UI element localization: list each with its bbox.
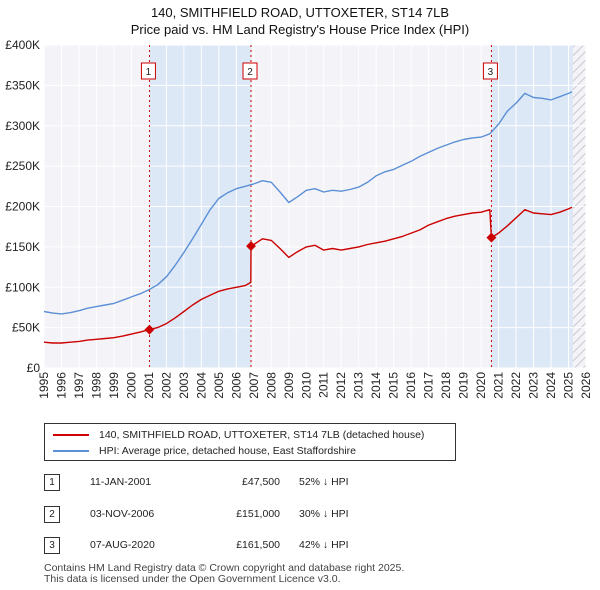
x-tick-label: 1996	[54, 372, 68, 399]
x-tick-label: 1997	[72, 372, 86, 399]
x-tick-label: 2005	[212, 372, 226, 399]
sale-label-number: 3	[488, 67, 494, 78]
sale-label-box	[482, 62, 498, 80]
x-tick-label: 2025	[562, 372, 576, 399]
x-tick-label: 2003	[177, 372, 191, 399]
x-tick-label: 2009	[282, 372, 296, 399]
x-tick-label: 2021	[492, 372, 506, 399]
legend-item-hpi: HPI: Average price, detached house, East…	[53, 443, 356, 459]
y-tick-label: £200K	[5, 200, 40, 214]
sale-point	[246, 241, 256, 252]
x-tick-label: 2023	[527, 372, 541, 399]
x-tick-label: 2018	[439, 372, 453, 399]
y-tick-label: £150K	[5, 240, 40, 254]
transaction-badge: 2	[44, 506, 60, 523]
x-tick-label: 2006	[229, 372, 243, 399]
transaction-price: £47,500	[242, 476, 280, 488]
legend-label-hpi: HPI: Average price, detached house, East…	[99, 445, 357, 457]
chart-subtitle: Price paid vs. HM Land Registry's House …	[130, 22, 470, 37]
sale-label-number: 2	[247, 67, 253, 78]
transaction-hpi-diff: 30% ↓ HPI	[299, 508, 349, 520]
x-tick-label: 2000	[124, 372, 138, 399]
chart-title: 140, SMITHFIELD ROAD, UTTOXETER, ST14 7L…	[150, 5, 450, 20]
x-tick-label: 2002	[159, 372, 173, 399]
x-tick-label: 2001	[142, 372, 156, 399]
x-tick-label: 2007	[247, 372, 261, 399]
transaction-badge: 1	[44, 474, 60, 491]
sale-label-number: 1	[146, 67, 152, 78]
transaction-date: 07-AUG-2020	[90, 539, 155, 551]
sale-point	[144, 324, 155, 335]
transaction-row: 3 07-AUG-2020 £161,500 42% ↓ HPI	[44, 537, 464, 555]
x-tick-label: 2010	[299, 372, 313, 399]
hpi-series-line	[43, 91, 573, 315]
transaction-price: £151,000	[236, 508, 280, 520]
x-tick-label: 2026	[579, 372, 593, 399]
transaction-row: 1 11-JAN-2001 £47,500 52% ↓ HPI	[44, 474, 464, 492]
x-tick-label: 2008	[264, 372, 278, 399]
transaction-price: £161,500	[236, 539, 280, 551]
sale-label-box	[140, 62, 156, 80]
legend-swatch-price	[53, 434, 89, 436]
legend-item-price: 140, SMITHFIELD ROAD, UTTOXETER, ST14 7L…	[53, 427, 424, 443]
y-tick-label: £50K	[12, 321, 40, 335]
x-tick-label: 2014	[369, 372, 383, 399]
y-tick-label: £400K	[5, 38, 40, 52]
x-tick-label: 2015	[387, 372, 401, 399]
footer-copyright: Contains HM Land Registry data © Crown c…	[44, 562, 405, 574]
legend-swatch-hpi	[53, 450, 89, 452]
transaction-row: 2 03-NOV-2006 £151,000 30% ↓ HPI	[44, 506, 464, 524]
x-tick-label: 2024	[544, 372, 558, 399]
y-tick-label: £250K	[5, 159, 40, 173]
footer-license: This data is licensed under the Open Gov…	[44, 573, 341, 585]
transaction-badge: 3	[44, 537, 60, 554]
x-tick-label: 2011	[317, 372, 331, 398]
legend: 140, SMITHFIELD ROAD, UTTOXETER, ST14 7L…	[44, 423, 456, 461]
transaction-date: 11-JAN-2001	[90, 476, 152, 488]
y-tick-label: £300K	[5, 119, 40, 133]
price-series-line	[43, 206, 573, 344]
legend-label-price: 140, SMITHFIELD ROAD, UTTOXETER, ST14 7L…	[99, 429, 425, 441]
y-tick-label: £0	[27, 361, 41, 375]
y-tick-label: £100K	[5, 280, 40, 294]
x-tick-label: 1998	[89, 372, 103, 399]
x-tick-label: 2016	[404, 372, 418, 399]
transaction-hpi-diff: 52% ↓ HPI	[299, 476, 349, 488]
price-chart: £0 £50K £100K £150K £200K £250K £300K £350K £400…	[5, 38, 593, 399]
transaction-date: 03-NOV-2006	[90, 508, 155, 520]
x-tick-label: 2020	[474, 372, 488, 399]
x-tick-label: 2019	[457, 372, 471, 399]
x-tick-label: 2013	[352, 372, 366, 399]
x-tick-label: 2022	[509, 372, 523, 399]
x-tick-label: 2017	[422, 372, 436, 399]
x-tick-label: 1995	[37, 372, 51, 399]
x-tick-label: 2012	[334, 372, 348, 399]
sale-point	[486, 232, 497, 243]
y-tick-label: £350K	[5, 78, 40, 92]
x-tick-label: 1999	[107, 372, 121, 399]
sale-label-box	[242, 62, 258, 80]
x-tick-label: 2004	[194, 372, 208, 399]
transaction-hpi-diff: 42% ↓ HPI	[299, 539, 349, 551]
